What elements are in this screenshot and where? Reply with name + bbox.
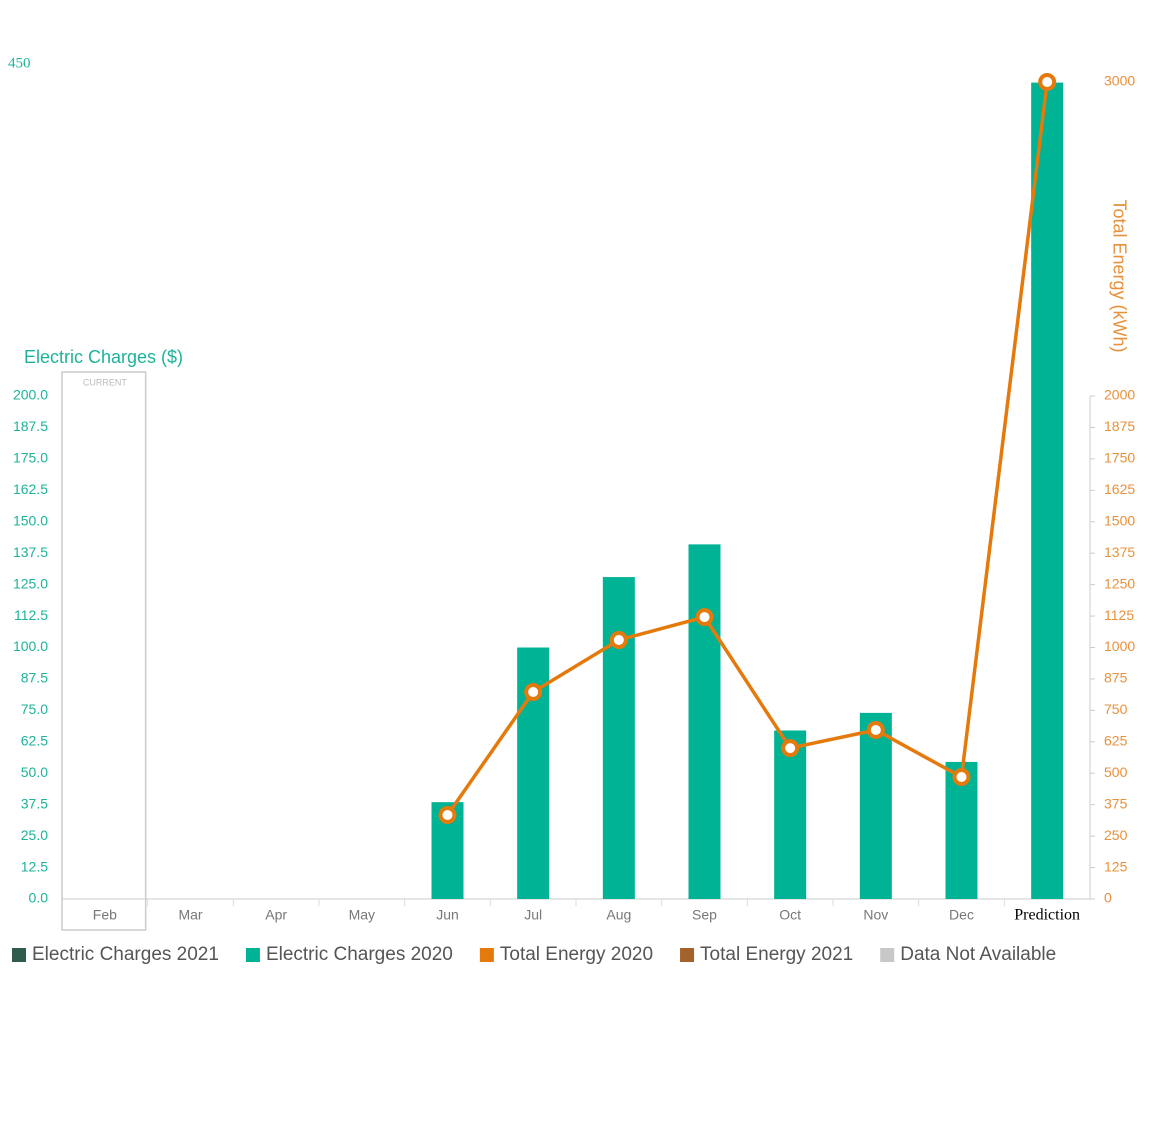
y-tick-label: 50.0 [21, 764, 48, 780]
line-marker [952, 768, 971, 787]
y2-tick-label: 2000 [1104, 387, 1135, 403]
y-tick-label: 162.5 [13, 481, 48, 497]
x-tick-label: Nov [863, 907, 888, 923]
bar [774, 730, 807, 899]
line-marker [438, 805, 457, 824]
y-tick-label: 75.0 [21, 701, 48, 717]
bar [1031, 82, 1064, 900]
legend-swatch [479, 948, 494, 962]
y-tick-label: 150.0 [13, 512, 48, 528]
legend-label: Electric Charges 2020 [266, 944, 453, 965]
y2-tick-label: 1000 [1104, 638, 1135, 654]
x-tick-label: Sep [692, 907, 717, 923]
y2-tick-label: 625 [1104, 733, 1128, 749]
y-tick-label: 137.5 [13, 544, 48, 560]
line [446, 81, 1049, 816]
line-marker [609, 630, 628, 649]
y-tick-label: 187.5 [13, 418, 48, 434]
y-tick-label: 37.5 [21, 795, 48, 811]
x-tick-label: Prediction [1014, 907, 1080, 924]
y-tick-label: 125.0 [13, 575, 48, 591]
legend-label: Electric Charges 2021 [32, 944, 219, 965]
y2-tick-label: 250 [1104, 827, 1128, 843]
y2-axis-label: Total Energy (kWh) [1109, 199, 1129, 352]
legend-label: Total Energy 2021 [700, 944, 853, 965]
x-tick-label: Apr [265, 907, 287, 923]
x-tick-label: Jun [436, 907, 459, 923]
x-tick-label: Dec [949, 907, 974, 923]
x-tick-label: Jul [524, 907, 542, 923]
legend-swatch [880, 948, 895, 962]
x-tick-label: Mar [178, 907, 202, 923]
y2-tick-label: 750 [1104, 701, 1128, 717]
legend-label: Data Not Available [900, 944, 1056, 965]
y-tick-label: 87.5 [21, 670, 48, 686]
line-marker [781, 739, 800, 758]
y2-tick-label: 1875 [1104, 418, 1135, 434]
y-tick-label: 175.0 [13, 450, 48, 466]
y-tick-label: 200.0 [13, 387, 48, 403]
line-marker [524, 683, 543, 702]
legend-label: Total Energy 2020 [500, 944, 653, 965]
y2-tick-label: 1125 [1104, 607, 1134, 623]
y2-tick-label: 125 [1104, 858, 1128, 874]
y-axis-label: Electric Charges ($) [24, 347, 183, 367]
x-tick-label: May [349, 907, 375, 923]
legend-swatch [680, 948, 695, 962]
bar [688, 544, 721, 899]
x-tick-label: Oct [779, 907, 801, 923]
bar [602, 577, 635, 899]
current-box [61, 371, 147, 931]
y-tick-label: 100.0 [13, 638, 48, 654]
x-tick-label: Feb [93, 907, 117, 923]
line-marker [866, 720, 885, 739]
y2-tick-label: 1500 [1104, 512, 1135, 528]
bar [859, 712, 892, 899]
y2-tick-label: 3000 [1104, 73, 1135, 89]
y-tick-label: 112.5 [14, 607, 48, 623]
y2-tick-label: 375 [1104, 795, 1128, 811]
y-tick-label: 0.0 [29, 890, 49, 906]
y-tick-label: 62.5 [21, 733, 48, 749]
y2-tick-label: 0 [1104, 890, 1112, 906]
y-tick-label: 25.0 [21, 827, 48, 843]
legend-swatch [245, 948, 260, 962]
y2-tick-label: 1625 [1104, 481, 1135, 497]
y2-tick-label: 1750 [1104, 450, 1135, 466]
y-tick-label: 450 [8, 55, 31, 71]
line-marker [695, 608, 714, 627]
y2-tick-label: 500 [1104, 764, 1128, 780]
line-marker [1038, 73, 1057, 91]
y2-tick-label: 875 [1104, 670, 1128, 686]
y-tick-label: 12.5 [21, 858, 48, 874]
legend-swatch [12, 948, 26, 962]
x-tick-label: Aug [606, 907, 631, 923]
y2-tick-label: 1375 [1104, 544, 1135, 560]
y2-tick-label: 1250 [1104, 575, 1135, 591]
current-label: CURRENT [83, 377, 128, 387]
